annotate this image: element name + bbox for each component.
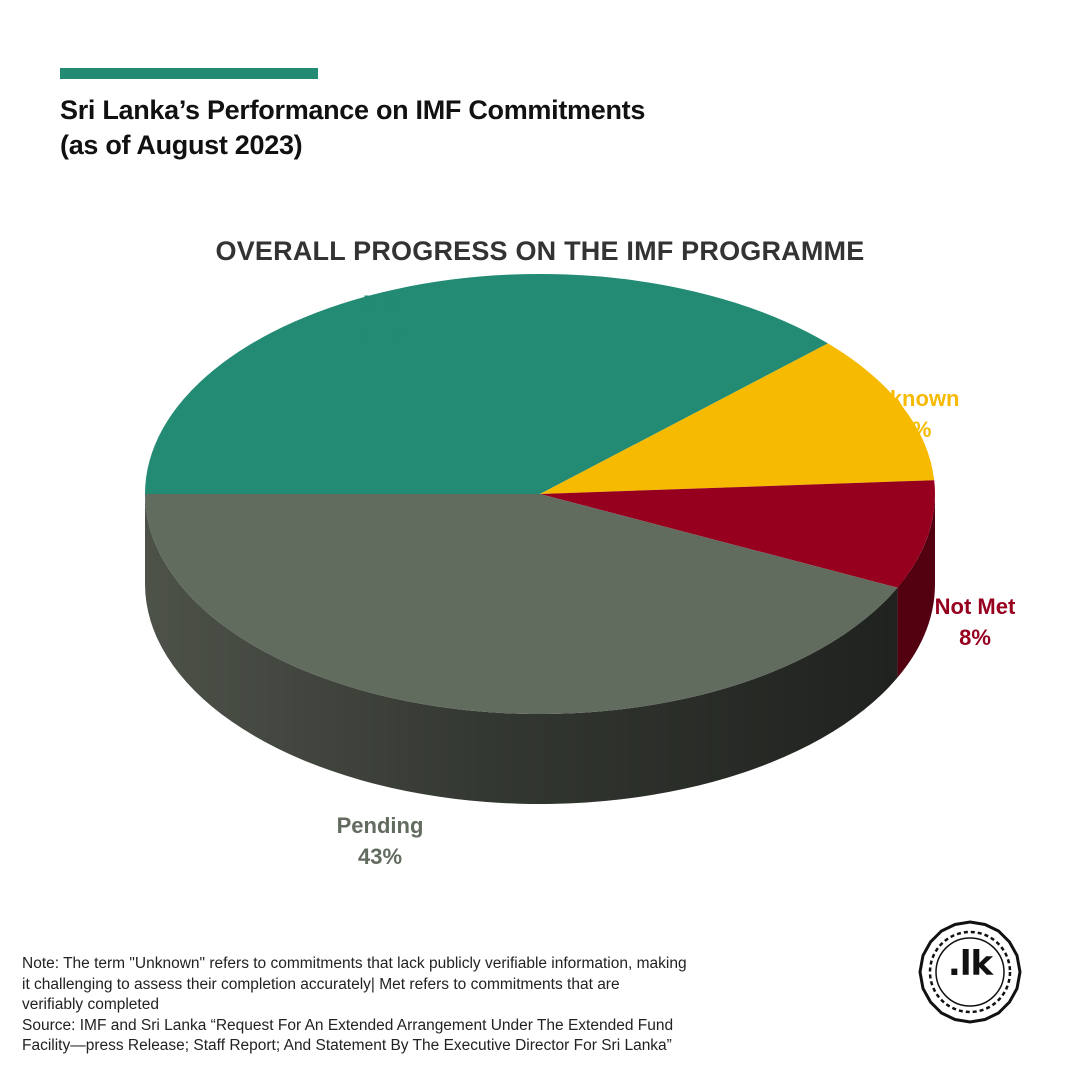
title-accent-bar — [60, 68, 318, 79]
pie-slice-not-met — [540, 480, 935, 588]
slice-label-unknown-value: 11% — [888, 417, 932, 442]
lk-seal-icon — [918, 920, 1022, 1024]
slice-label-not-met-name: Not Met — [934, 594, 1016, 619]
page-title: Sri Lanka’s Performance on IMF Commitmen… — [60, 93, 760, 163]
slice-label-met: Met 38% — [312, 288, 452, 350]
page-title-line-1: Sri Lanka’s Performance on IMF Commitmen… — [60, 95, 646, 125]
pie-slice-pending — [145, 494, 898, 715]
pie-side-pending — [144, 494, 898, 805]
slice-label-met-name: Met — [363, 291, 401, 316]
source-line: Source: IMF and Sri Lanka “Request For A… — [22, 1016, 674, 1034]
slice-label-not-met-value: 8% — [959, 625, 991, 650]
footnote: Note: The term "Unknown" refers to commi… — [22, 954, 822, 1057]
logo-text: .lk — [947, 944, 993, 984]
pie-slice-unknown — [540, 343, 935, 494]
page-title-line-2: (as of August 2023) — [60, 130, 303, 160]
slice-label-unknown: Unknown 11% — [840, 383, 980, 445]
pie-side-wall — [144, 494, 935, 805]
slice-label-met-value: 38% — [359, 322, 405, 347]
slice-label-pending: Pending 43% — [300, 810, 460, 872]
slice-label-not-met: Not Met 8% — [915, 591, 1035, 653]
pie-side-not-met — [897, 494, 935, 678]
footnote-line: Note: The term "Unknown" refers to commi… — [22, 955, 687, 972]
slice-label-unknown-name: Unknown — [860, 386, 960, 411]
slice-label-pending-value: 43% — [357, 844, 403, 869]
footnote-line: verifiably completed — [22, 996, 159, 1013]
slice-label-pending-name: Pending — [336, 813, 424, 838]
source-line: Facility—press Release; Staff Report; An… — [22, 1037, 672, 1054]
footnote-line: it challenging to assess their completio… — [22, 975, 620, 993]
pie-slice-met — [145, 274, 828, 494]
chart-title: OVERALL PROGRESS ON THE IMF PROGRAMME — [215, 236, 865, 266]
pie-slices — [145, 274, 935, 715]
